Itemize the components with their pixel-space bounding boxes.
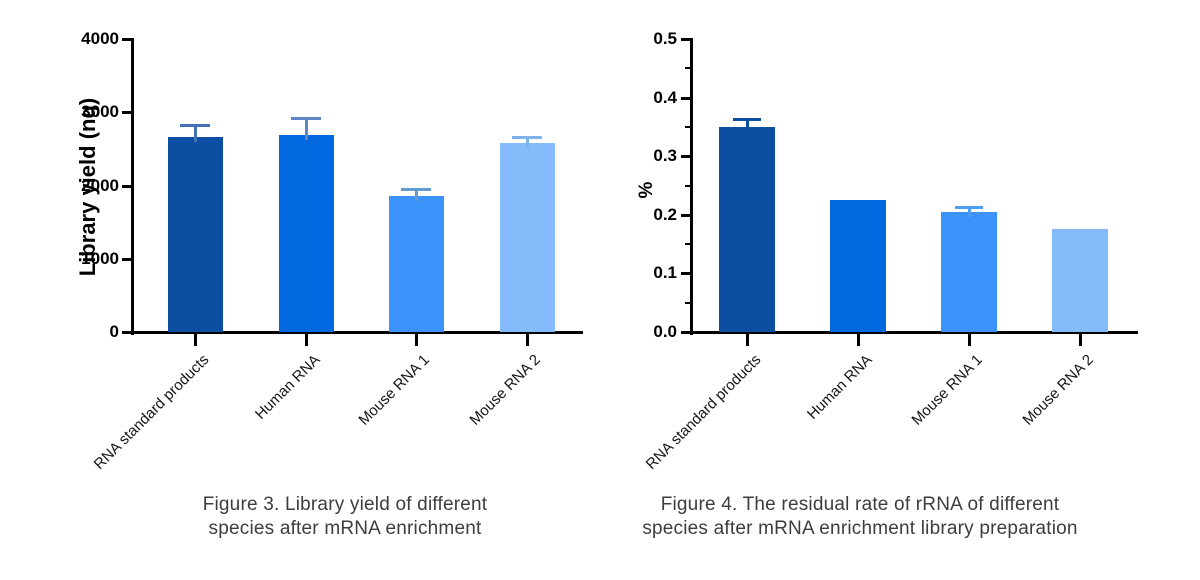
y-minor-tick-mark	[685, 301, 690, 304]
y-tick-label: 2000	[81, 175, 119, 195]
x-tick-mark	[968, 334, 971, 346]
y-minor-tick-mark	[685, 243, 690, 246]
y-tick-mark	[122, 38, 131, 41]
caption-figure-3: Figure 3. Library yield of different spe…	[125, 493, 565, 541]
x-tick-mark	[194, 334, 197, 346]
error-bar-cap	[955, 206, 983, 209]
y-tick-mark	[681, 155, 690, 159]
y-tick-mark	[681, 38, 690, 41]
y-tick-label: 0.4	[653, 87, 677, 107]
x-axis-line	[131, 331, 583, 334]
x-category-label: RNA standard products	[642, 351, 765, 473]
error-bar-cap	[512, 136, 542, 140]
x-tick-mark	[857, 334, 860, 346]
y-tick-label: 0	[109, 322, 119, 341]
y-tick-label: 0.3	[653, 146, 677, 166]
x-axis-line	[690, 331, 1138, 334]
error-bar-stem	[415, 188, 418, 202]
caption-figure-3-line1: Figure 3. Library yield of different	[202, 494, 488, 515]
error-bar-stem	[526, 136, 529, 148]
error-bar-cap	[180, 123, 210, 127]
error-bar-cap	[733, 118, 761, 122]
x-tick-mark	[526, 334, 529, 346]
error-bar-stem	[968, 206, 971, 217]
error-bar-cap	[291, 117, 321, 121]
y-tick-label: 3000	[81, 102, 119, 122]
error-bar-cap	[401, 188, 431, 192]
x-tick-mark	[305, 334, 308, 346]
bar-mouse-rna-2	[1052, 229, 1108, 332]
y-tick-mark	[122, 257, 131, 261]
caption-figure-4-line2: species after mRNA enrichment library pr…	[642, 518, 1078, 539]
bar-rna-standard-products	[719, 126, 775, 332]
error-bar-stem	[746, 118, 749, 132]
bar-human-rna	[830, 200, 886, 332]
bar-rna-standard-products	[167, 137, 223, 332]
y-axis-line	[131, 38, 134, 335]
y-tick-mark	[681, 96, 690, 100]
bar-mouse-rna-1	[388, 196, 444, 332]
bar-mouse-rna-2	[499, 143, 555, 332]
x-tick-mark	[746, 334, 749, 346]
y-tick-mark	[681, 331, 690, 334]
error-bar-stem	[305, 117, 308, 140]
bar-mouse-rna-1	[941, 211, 997, 332]
caption-figure-4: Figure 4. The residual rate of rRNA of d…	[625, 493, 1095, 541]
x-tick-mark	[1079, 334, 1082, 346]
y-minor-tick-mark	[685, 125, 690, 128]
error-bar-stem	[194, 123, 197, 143]
x-category-label: Human RNA	[803, 351, 876, 423]
y-tick-mark	[681, 272, 690, 276]
y-tick-label: 0.5	[653, 29, 677, 48]
y-tick-label: 0.2	[653, 204, 677, 224]
y-tick-mark	[122, 331, 131, 334]
caption-figure-4-line1: Figure 4. The residual rate of rRNA of d…	[660, 494, 1060, 515]
y-axis-line	[690, 38, 693, 335]
y-tick-mark	[122, 111, 131, 115]
x-category-label: Mouse RNA 2	[1019, 351, 1098, 429]
y-tick-label: 1000	[81, 248, 119, 268]
y-tick-label: 0.1	[653, 263, 677, 283]
y-tick-mark	[681, 213, 690, 217]
bar-human-rna	[278, 134, 334, 332]
y-minor-tick-mark	[685, 184, 690, 187]
x-tick-mark	[415, 334, 418, 346]
y-tick-mark	[122, 184, 131, 188]
x-category-label: Mouse RNA 1	[908, 351, 987, 429]
caption-figure-3-line2: species after mRNA enrichment	[208, 518, 482, 539]
y-tick-label: 4000	[81, 29, 119, 48]
y-minor-tick-mark	[685, 67, 690, 70]
y-tick-label: 0.0	[653, 322, 677, 341]
